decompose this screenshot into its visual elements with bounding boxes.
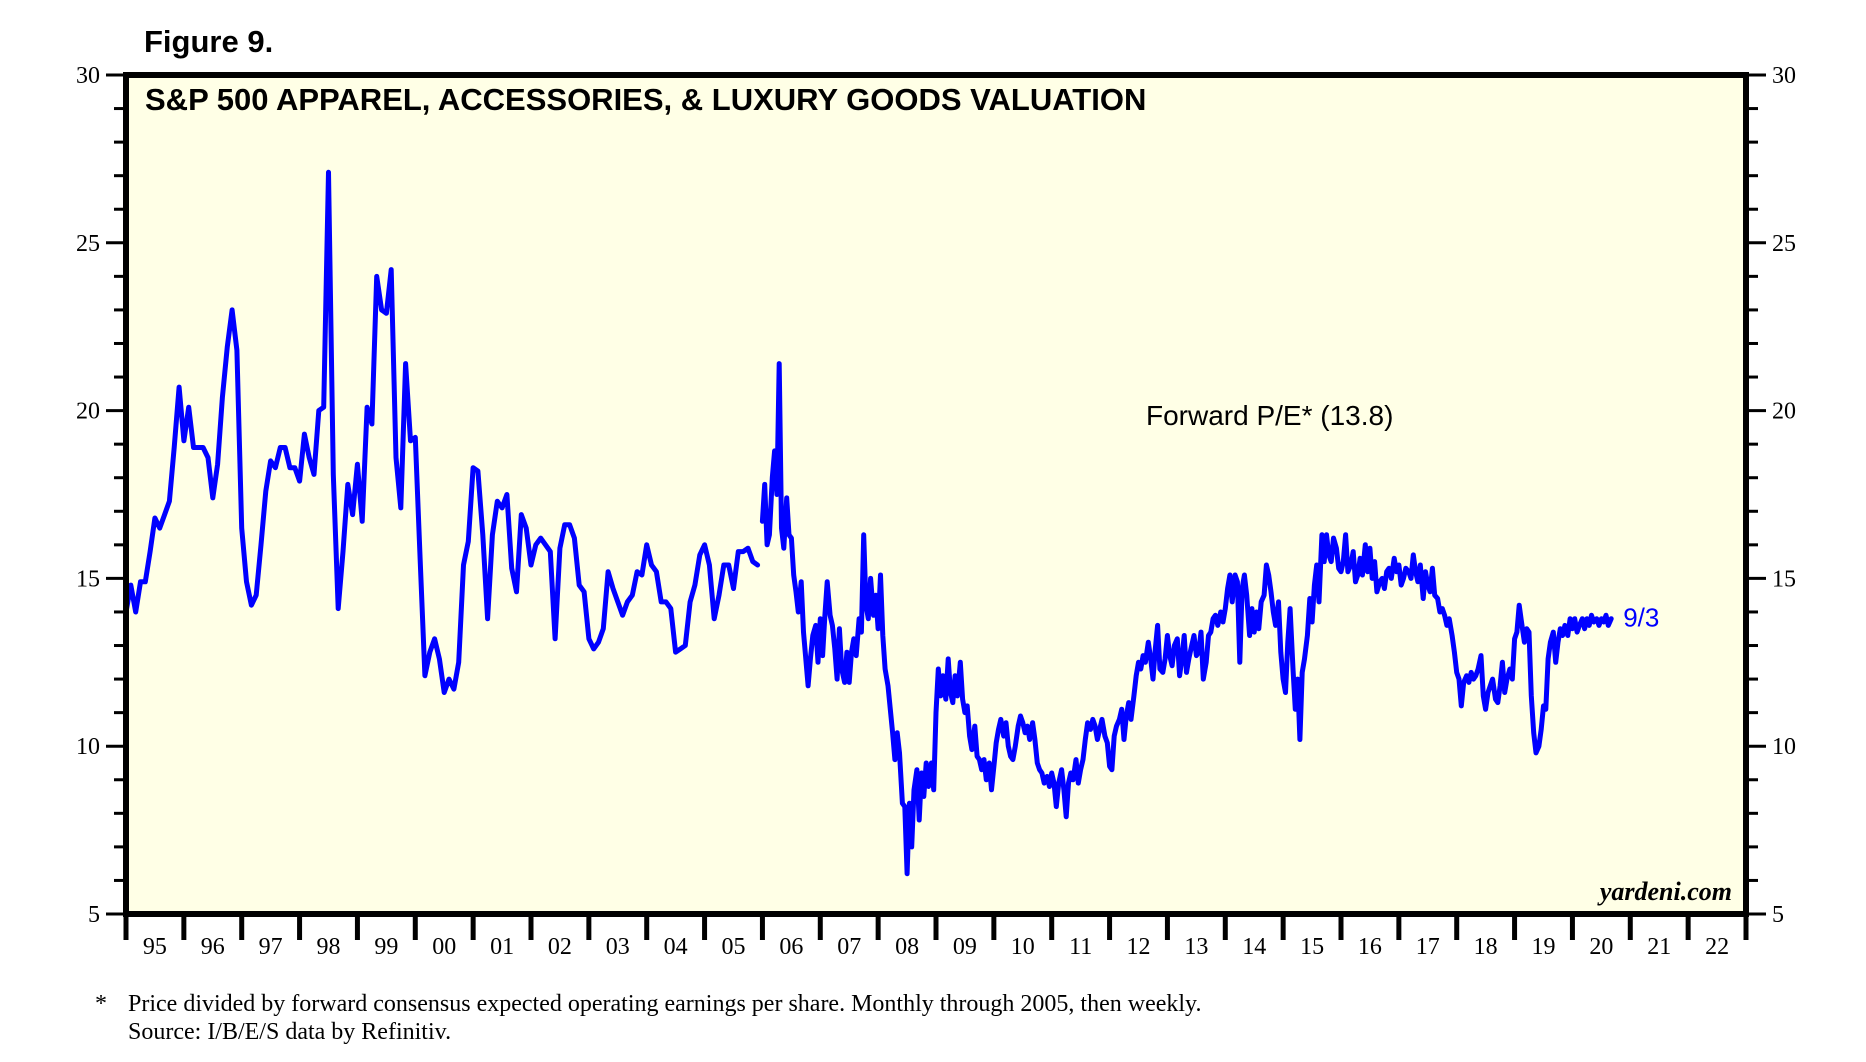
last-date-label: 9/3	[1623, 603, 1659, 633]
y-tick-label-right: 25	[1772, 231, 1796, 257]
y-tick-label-left: 10	[76, 734, 100, 760]
x-tick-label: 12	[1127, 934, 1151, 960]
series-lines	[123, 169, 1614, 877]
x-tick-label: 08	[895, 934, 919, 960]
x-tick-label: 18	[1474, 934, 1498, 960]
x-tick-label: 10	[1011, 934, 1035, 960]
x-tick-label: 15	[1300, 934, 1324, 960]
y-tick-label-right: 10	[1772, 734, 1796, 760]
watermark: yardeni.com	[1597, 877, 1732, 906]
x-tick-label: 02	[548, 934, 572, 960]
x-tick-label: 06	[779, 934, 803, 960]
x-axis: 95 96 97 98 99 00 01 02 03 04 05 06 07 08 09 10 11 12 13 14…	[123, 914, 1749, 960]
x-tick-label: 14	[1242, 934, 1266, 960]
x-tick-label: 97	[259, 934, 283, 960]
x-tick-label: 05	[722, 934, 746, 960]
y-tick-label-left: 30	[76, 63, 100, 89]
x-tick-label: 19	[1532, 934, 1556, 960]
plot-frame	[123, 72, 1749, 917]
y-axis-right: 5 10 15 20 25 30	[1746, 63, 1796, 928]
y-axis-left: 5 10 15 20 25 30	[76, 63, 126, 928]
x-tick-label: 95	[143, 934, 167, 960]
x-tick-label: 09	[953, 934, 977, 960]
x-tick-label: 03	[606, 934, 630, 960]
x-tick-label: 17	[1416, 934, 1440, 960]
x-tick-label: 20	[1589, 934, 1613, 960]
footnote-text: Price divided by forward consensus expec…	[128, 991, 1202, 1017]
series-label: Forward P/E* (13.8)	[1146, 400, 1393, 431]
footnote-marker: *	[95, 991, 107, 1017]
x-tick-label: 07	[837, 934, 861, 960]
y-tick-label-right: 15	[1772, 566, 1796, 592]
x-tick-label: 22	[1705, 934, 1729, 960]
x-tick-label: 21	[1647, 934, 1671, 960]
y-tick-label-left: 20	[76, 399, 100, 425]
footnote-line-1: * Price divided by forward consensus expe…	[95, 990, 1201, 1018]
y-tick-label-left: 5	[88, 902, 100, 928]
footnote-source: Source: I/B/E/S data by Refinitiv.	[128, 1019, 452, 1045]
series-line-monthly	[123, 169, 761, 695]
footnote: * Price divided by forward consensus expe…	[95, 990, 1201, 1046]
x-tick-label: 11	[1069, 934, 1092, 960]
y-tick-label-right: 20	[1772, 399, 1796, 425]
y-tick-label-right: 30	[1772, 63, 1796, 89]
series-line-weekly	[759, 361, 1614, 877]
x-tick-label: 98	[317, 934, 341, 960]
x-tick-label: 16	[1358, 934, 1382, 960]
chart-title: S&P 500 APPAREL, ACCESSORIES, & LUXURY G…	[145, 82, 1146, 117]
y-tick-label-left: 15	[76, 566, 100, 592]
x-tick-label: 96	[201, 934, 225, 960]
x-tick-label: 01	[490, 934, 514, 960]
y-tick-label-left: 25	[76, 231, 100, 257]
x-tick-label: 99	[374, 934, 398, 960]
figure-label: Figure 9.	[144, 24, 274, 59]
x-tick-label: 00	[432, 934, 456, 960]
x-tick-label: 04	[664, 934, 688, 960]
x-tick-label: 13	[1184, 934, 1208, 960]
y-tick-label-right: 5	[1772, 902, 1784, 928]
